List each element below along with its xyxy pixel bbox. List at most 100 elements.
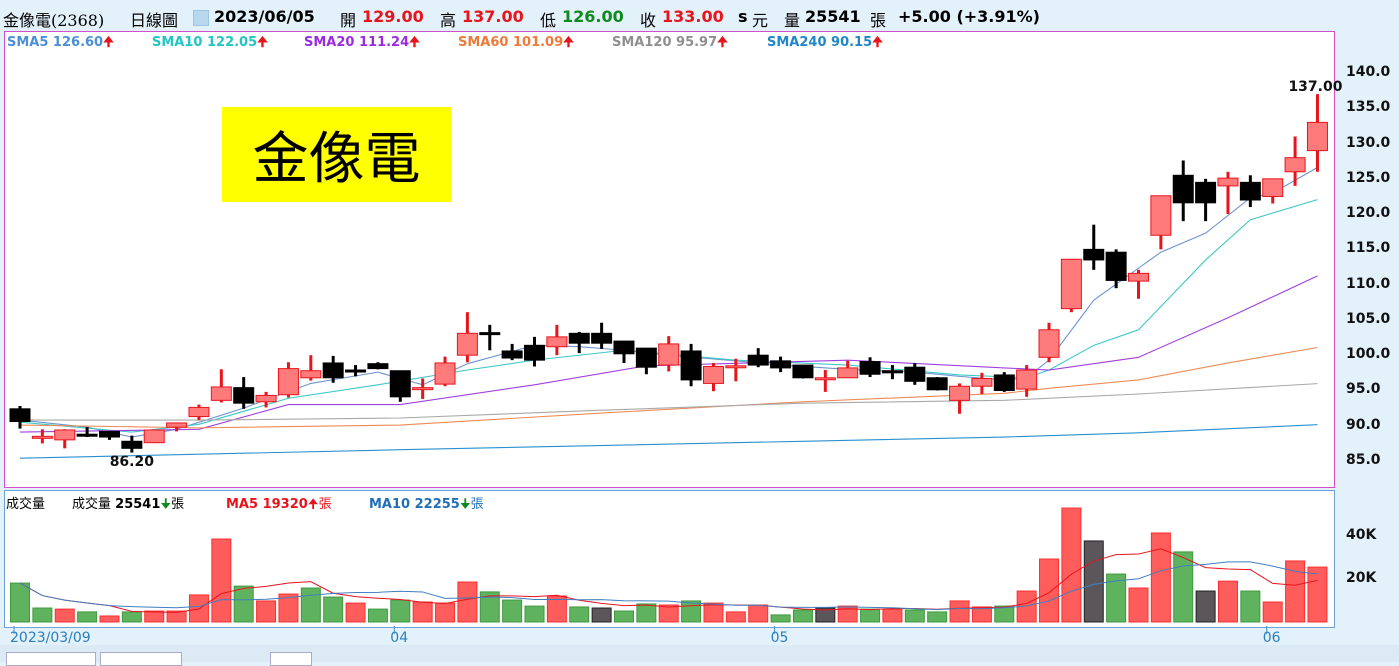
candle-body [322,362,344,379]
volume-bar [345,602,366,623]
candle-body [926,377,948,391]
sma-legend-label: SMA20 111.24 [304,35,410,50]
volume-bar [1106,573,1127,623]
sma-legend-label: SMA10 122.05 [152,35,258,50]
volume-bar [1217,580,1238,623]
price-axis-label: 130.0 [1346,134,1391,151]
candle-body [1217,177,1239,187]
candle-body [546,336,568,348]
volume-bar [994,605,1015,623]
volume-panel-title: 成交量 [6,497,46,512]
arrow-up-icon: 🠉 [307,497,319,512]
volume-unit: 張 [470,497,484,512]
volume-bar [233,585,254,623]
candle-body [233,387,255,404]
volume-bar [1262,601,1283,623]
candle-body [747,354,769,366]
volume-bar [1083,540,1104,623]
volume-bar [1240,590,1261,623]
candle-body [1150,195,1172,236]
volume-bar [54,608,75,623]
sma-line-sma20 [19,275,1318,433]
candle-body [904,366,926,382]
candle-body [770,360,792,369]
volume-bar [323,596,344,623]
volume-bar [837,605,858,623]
sma-line-sma120 [20,383,1318,421]
volume-bar [904,609,925,623]
price-axis-label: 105.0 [1346,310,1391,327]
volume-label: 量 [784,11,801,30]
volume-bar [211,538,232,623]
arrow-up-icon: 🠉 [872,35,883,50]
low-value: 126.00 [562,7,624,26]
volume-bar [457,581,478,623]
candle-body [255,394,277,403]
volume-unit: 張 [870,11,887,30]
period-label: 日線圖 [130,11,179,30]
volume-bar [166,610,187,623]
candle-body [9,408,31,423]
volume-ma10-line [19,561,1318,611]
sma-legend-item: SMA20 111.24🠉 [304,33,420,55]
period-dropdown-icon[interactable] [193,10,209,26]
volume-bar [636,603,657,623]
price-axis-label: 110.0 [1346,275,1391,292]
toolbar-field[interactable] [6,652,96,666]
volume-bar [502,599,523,623]
volume-bar [278,593,299,623]
volume-bar [144,610,165,623]
volume-axis-label: 40K [1346,527,1377,543]
candle-body [1016,369,1038,390]
close-label: 收 [640,11,657,30]
candle-body [456,332,478,356]
volume-legend-label: 成交量 [72,497,112,512]
candle-body [702,365,724,384]
bottom-toolbar [0,645,1399,662]
candle-body [277,368,299,396]
x-tick-label: 04 [390,630,409,646]
volume-bar [390,599,411,623]
volume-bar [1195,590,1216,623]
stock-name: 金像電(2368) [3,11,105,30]
sma-legend-label: SMA5 126.60 [7,35,104,50]
candle-body [166,422,188,428]
volume-bar [860,608,881,623]
high-price-label: 137.00 [1288,79,1342,95]
currency-unit: 元 [752,11,769,30]
volume-bar [815,607,836,623]
candle-body [859,361,881,375]
arrow-up-icon: 🠉 [717,35,728,50]
quote-header: 金像電(2368) 日線圖 2023/06/05 開 129.00 高 137.… [0,0,1399,30]
candle-body [993,374,1015,391]
candle-body [434,362,456,385]
volume-bar [703,602,724,623]
candle-body [1060,258,1082,310]
sma-legend-label: SMA120 95.97 [612,35,718,50]
volume-bar [770,614,791,623]
candle-body [76,433,98,437]
sma-legend-item: SMA60 101.09🠉 [458,33,574,55]
low-price-label: 86.20 [110,454,155,470]
volume-bar [681,600,702,623]
candle-body [568,332,590,344]
price-axis-label: 95.0 [1346,381,1381,398]
volume-bar [1061,507,1082,623]
arrow-up-icon: 🠉 [563,35,574,50]
volume-bar [546,595,567,623]
toolbar-field[interactable] [270,652,312,666]
candle-body [1105,251,1127,281]
arrow-down-icon: 🠋 [160,497,172,512]
volume-bar [367,608,388,623]
price-axis-label: 115.0 [1346,240,1391,257]
x-tick-label: 05 [770,630,789,646]
volume-bar [99,615,120,623]
candle-body [210,386,232,401]
toolbar-field[interactable] [100,652,182,666]
candle-body [1284,157,1306,173]
low-label: 低 [540,11,557,30]
price-change: +5.00 (+3.91%) [898,7,1040,26]
volume-bar [971,606,992,623]
candle-body [725,365,747,369]
volume-bar [121,611,142,623]
